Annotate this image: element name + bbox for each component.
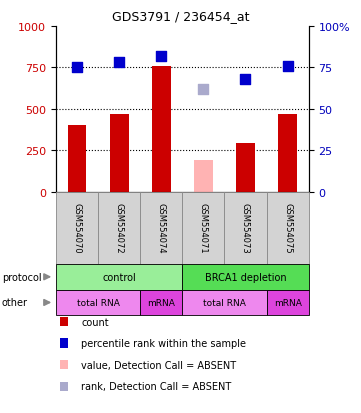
Text: count: count [81, 317, 109, 327]
Text: total RNA: total RNA [77, 298, 119, 307]
Point [285, 63, 291, 70]
Text: value, Detection Call = ABSENT: value, Detection Call = ABSENT [81, 360, 236, 370]
Text: BRCA1 depletion: BRCA1 depletion [205, 272, 286, 282]
Text: rank, Detection Call = ABSENT: rank, Detection Call = ABSENT [81, 381, 231, 391]
Text: GDS3791 / 236454_at: GDS3791 / 236454_at [112, 10, 249, 23]
Point [116, 60, 122, 66]
Bar [278, 114, 297, 192]
Point [200, 86, 206, 93]
Point [158, 53, 164, 60]
Point [74, 65, 80, 71]
Text: GSM554073: GSM554073 [241, 203, 250, 254]
Bar [68, 126, 87, 192]
Bar [152, 66, 171, 192]
Text: protocol: protocol [2, 272, 42, 282]
Text: GSM554072: GSM554072 [115, 203, 123, 254]
Text: total RNA: total RNA [203, 298, 246, 307]
Bar [236, 144, 255, 192]
Text: mRNA: mRNA [147, 298, 175, 307]
Text: GSM554074: GSM554074 [157, 203, 166, 254]
Text: mRNA: mRNA [274, 298, 301, 307]
Text: percentile rank within the sample: percentile rank within the sample [81, 338, 246, 348]
Bar [110, 114, 129, 192]
Text: GSM554071: GSM554071 [199, 203, 208, 254]
Bar [194, 161, 213, 192]
Text: other: other [2, 298, 28, 308]
Text: GSM554070: GSM554070 [73, 203, 82, 254]
Text: control: control [102, 272, 136, 282]
Text: GSM554075: GSM554075 [283, 203, 292, 254]
Point [243, 76, 248, 83]
